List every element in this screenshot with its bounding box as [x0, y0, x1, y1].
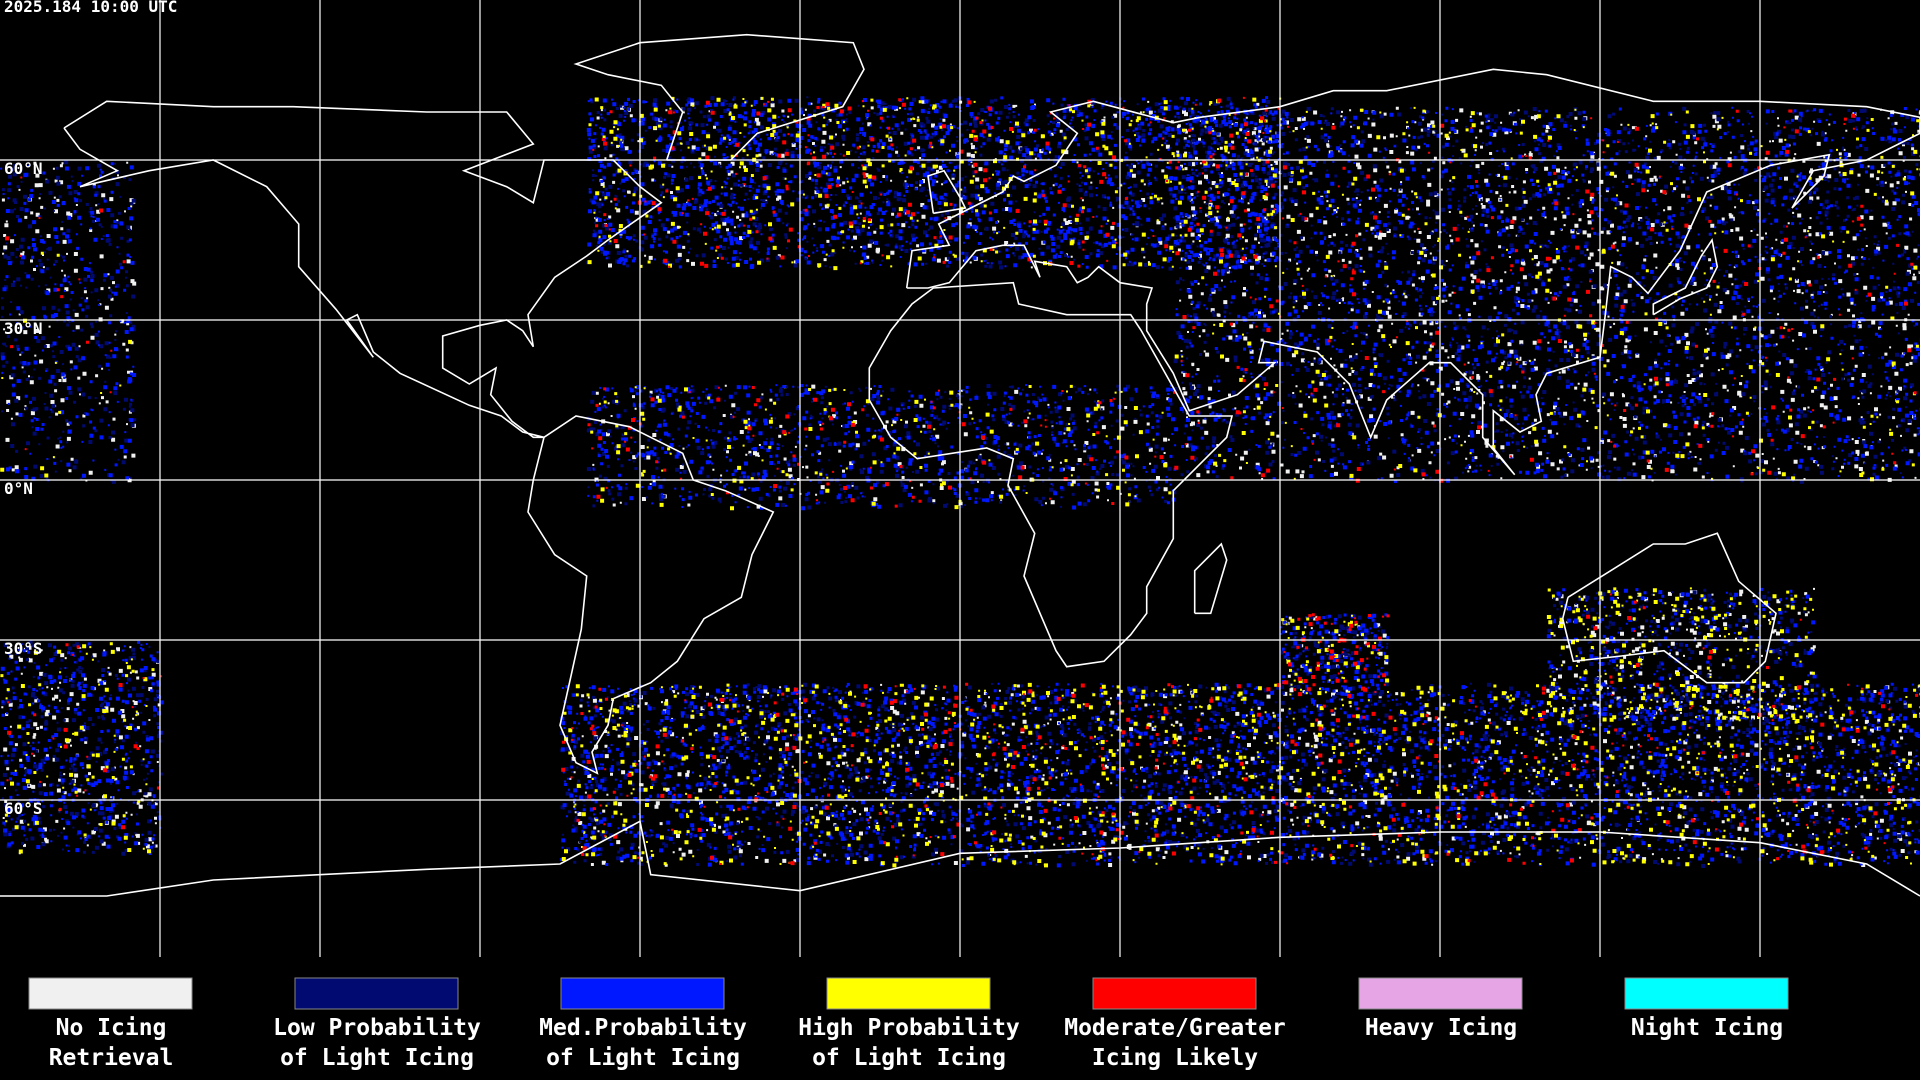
legend: No Icing Retrieval Low Probability of Light…: [28, 977, 1789, 1071]
coastline: [905, 68, 1920, 476]
legend-label: Moderate/Greater: [1064, 1015, 1286, 1041]
legend-label: Icing Likely: [1092, 1045, 1258, 1071]
legend-swatch: [560, 977, 725, 1010]
legend-label: High Probability: [798, 1015, 1020, 1041]
legend-swatch: [28, 977, 193, 1010]
coastline: [1193, 542, 1228, 615]
latitude-label: 30°N: [4, 319, 43, 338]
legend-label: Heavy Icing: [1365, 1015, 1517, 1041]
legend-label: Med.Probability: [539, 1015, 747, 1041]
legend-swatch: [294, 977, 459, 1010]
legend-label: of Light Icing: [812, 1045, 1006, 1071]
latitude-label: 30°S: [4, 639, 43, 658]
legend-label: No Icing: [56, 1015, 167, 1041]
coastline: [573, 33, 865, 161]
coastline: [1652, 237, 1719, 316]
timestamp: 2025.184 10:00 UTC: [4, 0, 177, 16]
legend-swatch: [1092, 977, 1257, 1010]
legend-swatch: [1358, 977, 1523, 1010]
latitude-label: 60°S: [4, 799, 43, 818]
legend-label: Low Probability: [273, 1015, 481, 1041]
coastline: [868, 281, 1234, 668]
legend-label: of Light Icing: [280, 1045, 474, 1071]
legend-swatch: [1624, 977, 1789, 1010]
latitude-label: 60°N: [4, 159, 43, 178]
coastline: [1561, 532, 1777, 684]
legend-label: Retrieval: [49, 1045, 174, 1071]
legend-swatch: [826, 977, 991, 1010]
coastline: [63, 100, 663, 439]
legend-label: Night Icing: [1631, 1015, 1783, 1041]
legend-label: of Light Icing: [546, 1045, 740, 1071]
graticule: [0, 0, 1920, 957]
latitude-label: 0°N: [4, 479, 33, 498]
